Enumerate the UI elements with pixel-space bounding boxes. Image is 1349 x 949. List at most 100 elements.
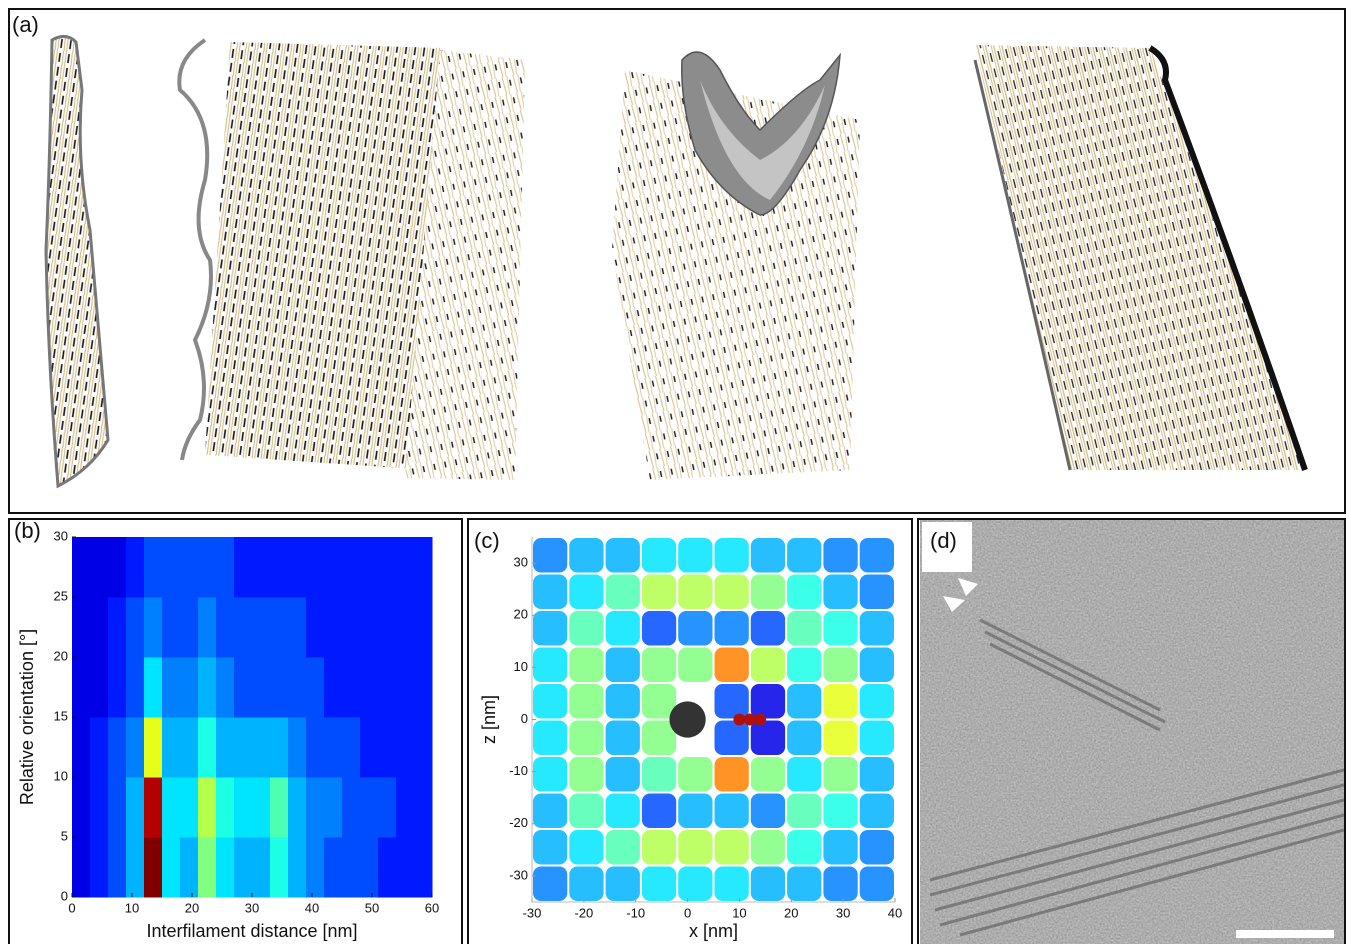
panel-label: (a)	[12, 12, 39, 37]
heat-cell	[414, 657, 433, 718]
density-cell	[751, 611, 785, 646]
panel-label: (d)	[930, 528, 957, 553]
y-tick-label: -20	[509, 815, 528, 830]
density-cell	[533, 794, 567, 829]
heat-cell	[270, 537, 289, 598]
panel-label: (b)	[14, 518, 41, 543]
density-cell	[678, 757, 712, 792]
y-tick-label: 30	[54, 528, 68, 543]
density-cell	[823, 721, 857, 756]
density-cell	[606, 757, 640, 792]
density-cell	[787, 721, 821, 756]
heat-cell	[288, 537, 307, 598]
density-cell	[860, 794, 894, 829]
density-cell	[787, 684, 821, 719]
density-cell	[569, 538, 603, 573]
heat-cell	[324, 657, 343, 718]
y-tick-label: 0	[521, 711, 528, 726]
density-cell	[569, 575, 603, 610]
density-cell	[751, 648, 785, 683]
heat-cell	[126, 717, 145, 778]
density-cell	[569, 611, 603, 646]
heat-cell	[72, 597, 91, 658]
heat-cell	[198, 837, 217, 898]
heat-cell	[288, 597, 307, 658]
heat-cell	[360, 597, 379, 658]
density-cell	[860, 830, 894, 865]
heat-cell	[360, 717, 379, 778]
heat-cell	[270, 657, 289, 718]
heat-cell	[252, 717, 271, 778]
heat-cell	[270, 777, 289, 838]
density-cell	[533, 575, 567, 610]
heat-cell	[234, 837, 253, 898]
heat-cell	[198, 537, 217, 598]
density-cell	[751, 721, 785, 756]
heat-cell	[396, 837, 415, 898]
heat-cell	[216, 597, 235, 658]
x-tick-label: 10	[732, 905, 746, 920]
density-cell	[860, 611, 894, 646]
peak-point	[744, 714, 756, 726]
y-tick-label: 10	[514, 659, 528, 674]
heat-cell	[288, 657, 307, 718]
density-cell	[751, 575, 785, 610]
heat-cell	[414, 537, 433, 598]
y-tick-label: 15	[54, 708, 68, 723]
y-axis-label: z [nm]	[479, 695, 499, 744]
heat-cell	[180, 657, 199, 718]
heat-cell	[234, 657, 253, 718]
heat-cell	[414, 837, 433, 898]
density-cell	[787, 867, 821, 902]
density-cell	[642, 830, 676, 865]
density-cell	[860, 648, 894, 683]
heat-cell	[90, 537, 109, 598]
density-cell	[569, 684, 603, 719]
heat-cell	[378, 657, 397, 718]
heat-cell	[162, 537, 181, 598]
density-cell	[823, 538, 857, 573]
heat-cell	[108, 597, 127, 658]
heat-cell	[396, 597, 415, 658]
density-cell	[606, 794, 640, 829]
page: (a) (d) 0102030405060051015202530Interfi…	[0, 0, 1349, 949]
heat-cell	[108, 537, 127, 598]
density-cell	[860, 757, 894, 792]
density-cell	[860, 538, 894, 573]
x-tick-label: 30	[245, 900, 259, 915]
x-tick-label: -30	[523, 905, 542, 920]
heat-cell	[108, 777, 127, 838]
density-cell	[787, 575, 821, 610]
density-cell	[569, 721, 603, 756]
density-cell	[823, 575, 857, 610]
heat-cell	[306, 777, 325, 838]
heat-cell	[414, 597, 433, 658]
density-cell	[860, 867, 894, 902]
heat-cell	[72, 837, 91, 898]
density-cell	[715, 575, 749, 610]
density-cell	[823, 611, 857, 646]
heat-cell	[342, 597, 361, 658]
density-cell	[715, 648, 749, 683]
heat-cell	[324, 777, 343, 838]
heat-cell	[126, 777, 145, 838]
plot	[72, 537, 433, 898]
heat-cell	[234, 717, 253, 778]
heat-cell	[126, 537, 145, 598]
heat-cell	[342, 537, 361, 598]
density-cell	[533, 830, 567, 865]
density-cell	[642, 611, 676, 646]
heat-cell	[144, 657, 163, 718]
heat-cell	[216, 537, 235, 598]
x-tick-label: 40	[305, 900, 319, 915]
density-cell	[533, 538, 567, 573]
x-tick-label: 0	[68, 900, 75, 915]
peak-point	[733, 714, 745, 726]
density-cell	[715, 794, 749, 829]
density-cell	[715, 830, 749, 865]
heat-cell	[198, 777, 217, 838]
heat-cell	[378, 837, 397, 898]
heat-cell	[216, 837, 235, 898]
heat-cell	[180, 597, 199, 658]
density-cell	[678, 538, 712, 573]
